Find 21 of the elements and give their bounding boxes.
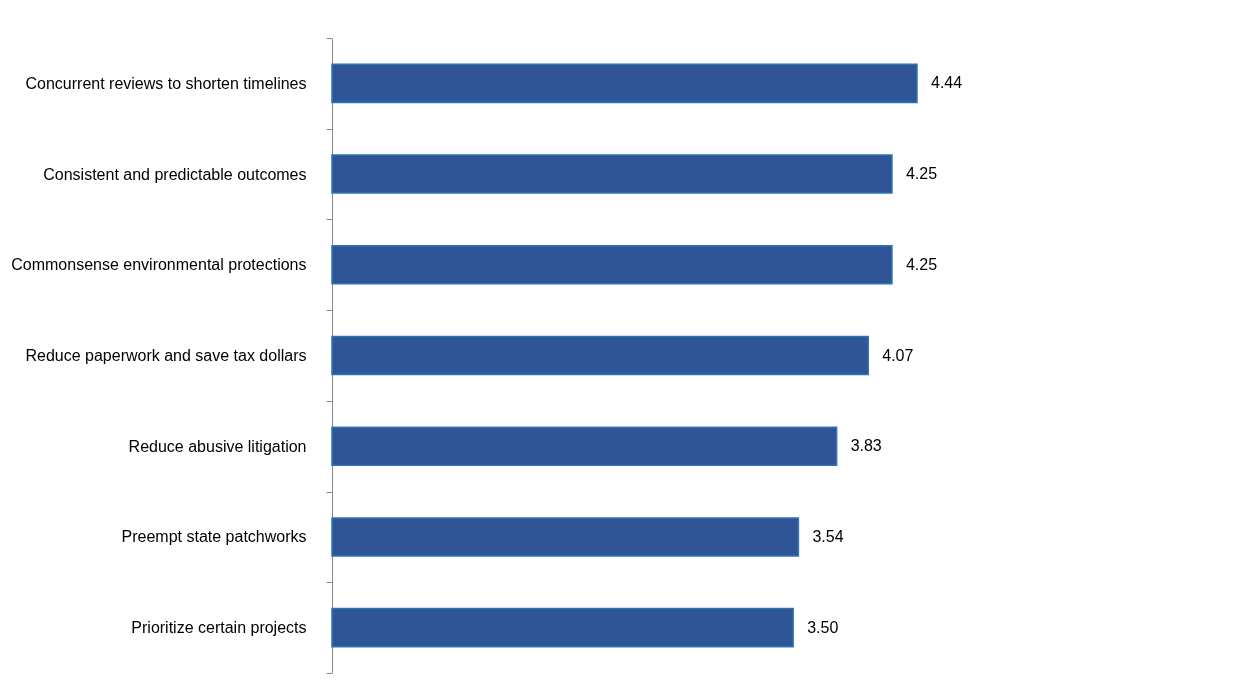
- data-label: 4.25: [905, 255, 938, 273]
- bar: [331, 244, 893, 285]
- bar: [331, 426, 838, 467]
- bar: [331, 607, 794, 648]
- data-label: 3.50: [807, 618, 839, 636]
- data-label: 3.54: [812, 527, 844, 545]
- y-tick-label: Reduce paperwork and save tax dollars: [25, 347, 307, 364]
- y-tick-label: Preempt state patchworks: [121, 528, 307, 546]
- bar: [331, 154, 893, 194]
- bar: [331, 517, 800, 557]
- bar: [331, 63, 918, 104]
- y-tick-label: Prioritize certain projects: [131, 619, 307, 637]
- y-tick-label: Reduce abusive litigation: [128, 437, 307, 455]
- y-tick-label: Consistent and predictable outcomes: [43, 165, 307, 183]
- data-label: 4.44: [931, 74, 963, 92]
- y-tick-label: Concurrent reviews to shorten timelines: [25, 74, 307, 92]
- data-label: 4.07: [882, 346, 914, 364]
- data-label: 4.25: [905, 165, 938, 183]
- data-label: 3.83: [850, 437, 882, 455]
- bar: [331, 335, 869, 376]
- y-tick-label: Commonsense environmental protections: [11, 256, 307, 274]
